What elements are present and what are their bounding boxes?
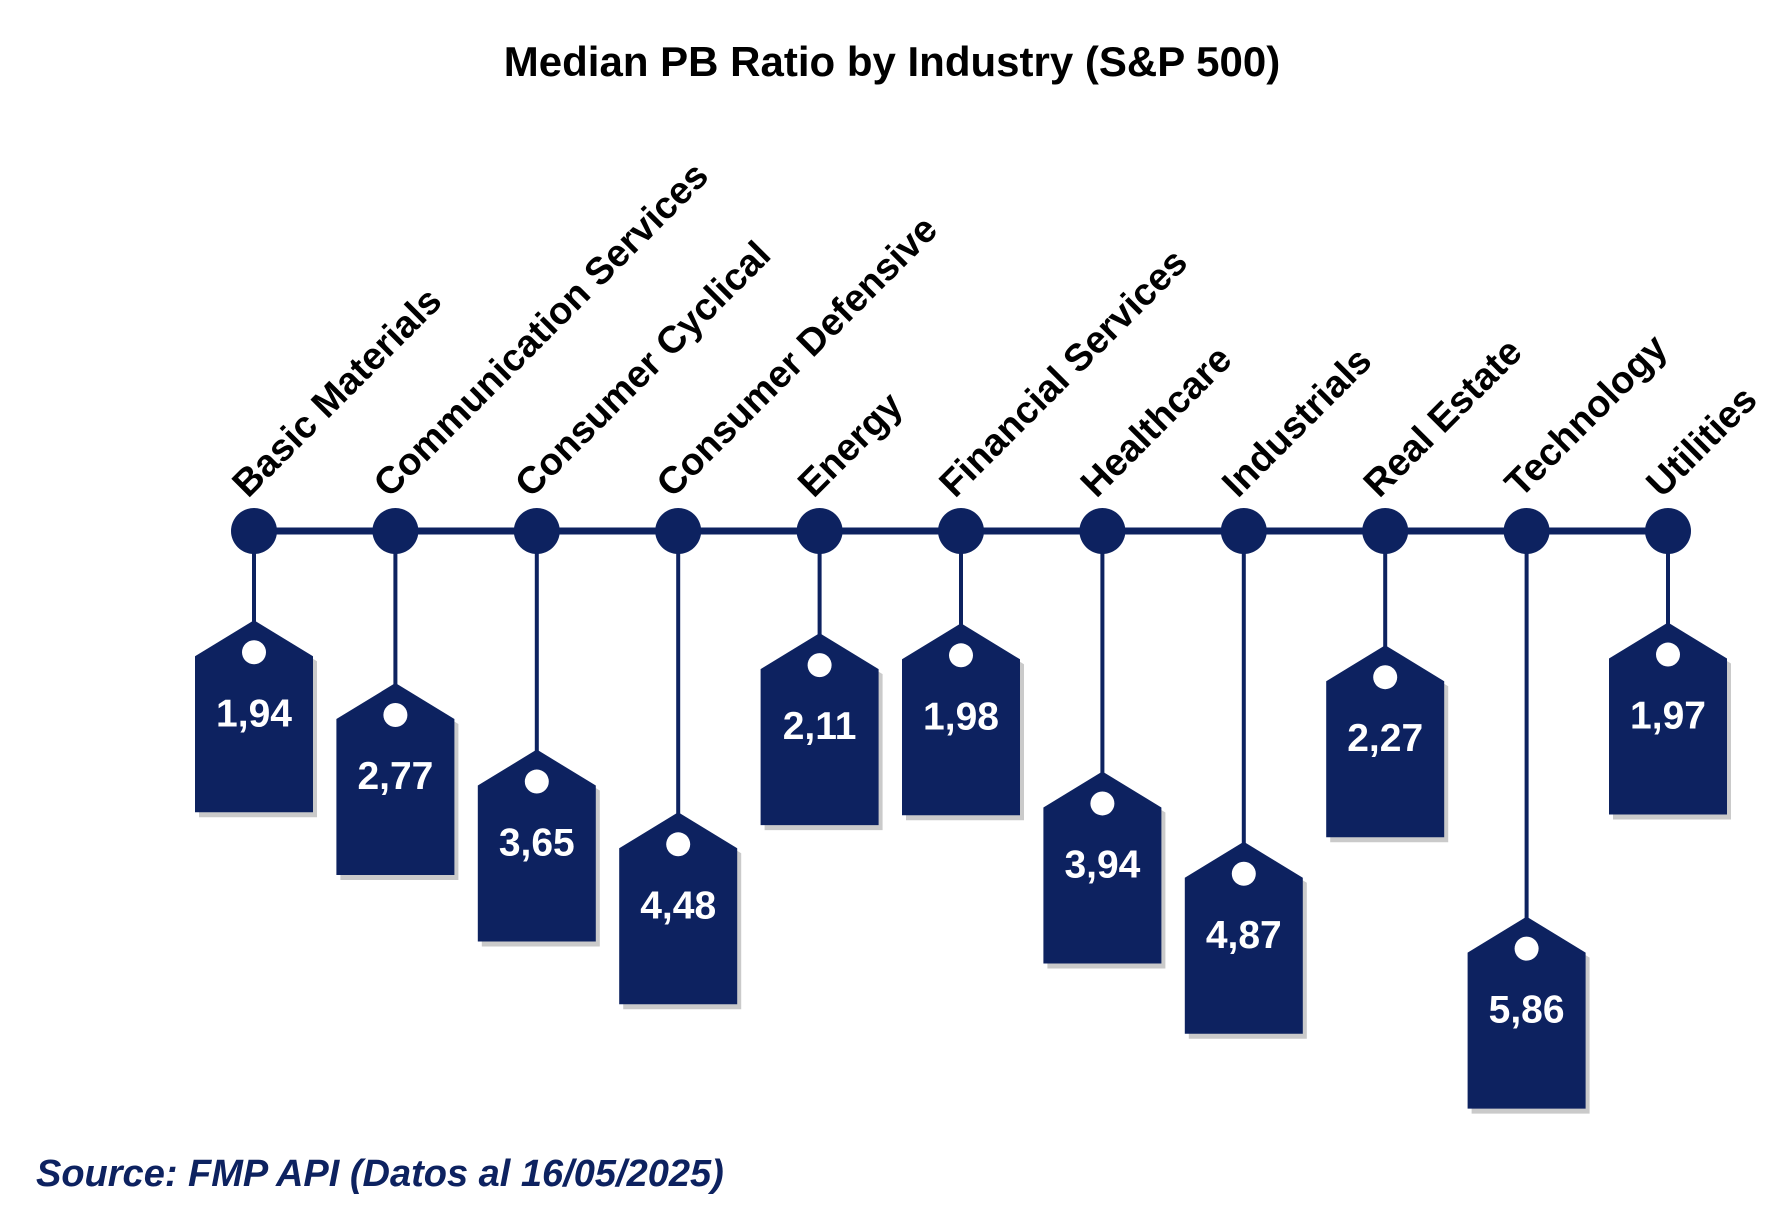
category-label: Utilities xyxy=(1639,379,1766,506)
tag-hole xyxy=(383,703,408,728)
value-tag xyxy=(336,683,455,876)
category-label: Energy xyxy=(790,385,911,506)
tag-hole xyxy=(1090,791,1115,816)
timeline-node xyxy=(938,508,984,554)
value-label: 5,86 xyxy=(1489,989,1565,1032)
timeline-node xyxy=(1362,508,1409,554)
timeline-node xyxy=(513,508,560,554)
value-tag xyxy=(477,749,596,942)
value-label: 1,98 xyxy=(923,695,999,738)
value-label: 4,48 xyxy=(640,884,716,927)
tag-hole xyxy=(1231,861,1256,886)
value-tag xyxy=(1184,841,1303,1034)
timeline-node xyxy=(1220,508,1267,554)
value-label: 2,27 xyxy=(1347,717,1423,760)
source-note: Source: FMP API (Datos al 16/05/2025) xyxy=(36,1153,724,1195)
timeline-node xyxy=(1503,508,1550,554)
value-tag xyxy=(1609,622,1727,815)
tag-hole xyxy=(1373,665,1398,690)
tag-hole xyxy=(949,643,973,668)
timeline-node xyxy=(655,508,702,554)
value-tag xyxy=(619,812,738,1005)
timeline-node xyxy=(1079,508,1126,554)
value-tag xyxy=(1467,916,1586,1109)
timeline-node xyxy=(231,508,277,554)
category-label: Consumer Defensive xyxy=(649,208,946,505)
category-label: Industrials xyxy=(1214,340,1380,506)
tag-hole xyxy=(524,769,549,794)
value-tag xyxy=(195,620,313,813)
value-label: 4,87 xyxy=(1206,914,1282,957)
tag-hole xyxy=(666,832,691,857)
value-label: 3,65 xyxy=(499,822,575,865)
value-tag xyxy=(1326,645,1445,838)
tag-hole xyxy=(242,640,266,665)
value-tag xyxy=(902,623,1020,816)
value-tag xyxy=(1043,771,1162,964)
timeline-node xyxy=(372,508,419,554)
value-label: 2,11 xyxy=(783,705,857,748)
value-label: 1,97 xyxy=(1630,695,1706,738)
tag-hole xyxy=(1514,936,1539,961)
timeline-node xyxy=(796,508,843,554)
tag-hole xyxy=(1656,642,1680,667)
value-tag xyxy=(760,633,879,826)
chart-title: Median PB Ratio by Industry (S&P 500) xyxy=(504,38,1280,85)
value-label: 3,94 xyxy=(1064,843,1140,886)
value-label: 2,77 xyxy=(357,755,433,798)
category-label: Financial Services xyxy=(932,241,1196,505)
timeline-node xyxy=(1645,508,1691,554)
tag-hole xyxy=(807,653,832,678)
category-label: Consumer Cyclical xyxy=(507,234,779,506)
value-label: 1,94 xyxy=(216,692,292,735)
